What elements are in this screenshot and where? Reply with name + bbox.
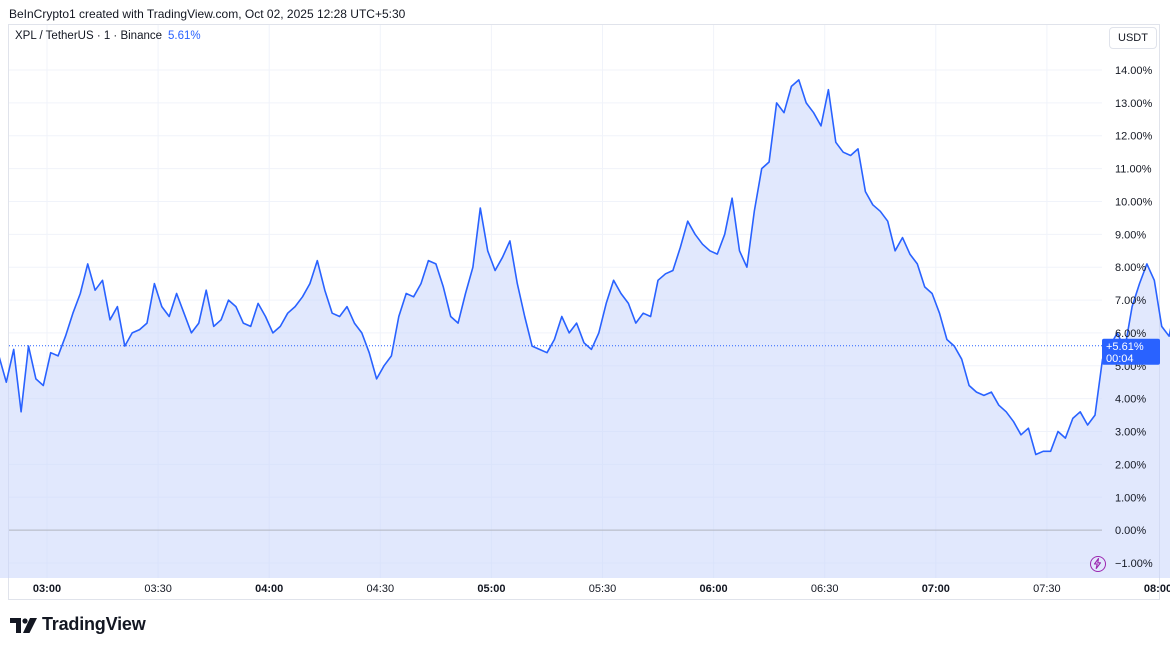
y-tick-label: 9.00%: [1115, 229, 1146, 241]
y-tick-label: 8.00%: [1115, 262, 1146, 274]
x-tick-label: 08:00: [1144, 583, 1170, 595]
area-fill: [0, 79, 1170, 578]
brand[interactable]: TradingView: [10, 614, 146, 635]
x-tick-label: 07:00: [922, 583, 950, 595]
x-tick-label: 03:30: [144, 583, 172, 595]
last-price-value: +5.61%: [1106, 341, 1144, 353]
y-tick-label: 4.00%: [1115, 394, 1146, 406]
last-price-label-box: [1102, 338, 1160, 365]
y-tick-label: 1.00%: [1115, 492, 1146, 504]
y-tick-label: −1.00%: [1115, 558, 1153, 570]
lightning-icon[interactable]: [1090, 556, 1106, 572]
brand-name: TradingView: [42, 614, 146, 634]
x-tick-label: 07:30: [1033, 583, 1061, 595]
x-tick-label: 05:00: [477, 583, 505, 595]
x-tick-label: 04:30: [367, 583, 395, 595]
y-tick-label: 12.00%: [1115, 131, 1153, 143]
time-axis: 03:00 03:30 04:00 04:30 05:00 05:30 06:00 06:30…: [33, 583, 1170, 595]
x-tick-label: 03:00: [33, 583, 61, 595]
change-percent: 5.61%: [168, 30, 201, 42]
x-tick-label: 04:00: [255, 583, 283, 595]
chart-attribution: BeInCrypto1 created with TradingView.com…: [9, 7, 406, 21]
symbol-legend[interactable]: XPL / TetherUS · 1 · Binance 5.61%: [15, 30, 201, 42]
y-tick-label: 2.00%: [1115, 459, 1146, 471]
symbol-description: XPL / TetherUS · 1 · Binance: [15, 30, 163, 42]
y-tick-label: 7.00%: [1115, 295, 1146, 307]
y-tick-label: 14.00%: [1115, 65, 1153, 77]
y-tick-label: 6.00%: [1115, 328, 1146, 340]
x-tick-label: 06:00: [700, 583, 728, 595]
bar-countdown: 00:04: [1106, 353, 1134, 365]
y-tick-label: 0.00%: [1115, 525, 1146, 537]
currency-button[interactable]: USDT: [1109, 27, 1157, 49]
x-tick-label: 05:30: [589, 583, 617, 595]
y-tick-label: 11.00%: [1115, 164, 1152, 176]
last-price-label: +5.61% 00:04: [1102, 338, 1160, 365]
y-tick-label: 3.00%: [1115, 427, 1146, 439]
tradingview-logo-icon: [10, 617, 37, 633]
y-tick-label: 13.00%: [1115, 98, 1153, 110]
y-tick-label: 10.00%: [1115, 196, 1153, 208]
x-tick-label: 06:30: [811, 583, 839, 595]
price-line: [0, 79, 1170, 456]
